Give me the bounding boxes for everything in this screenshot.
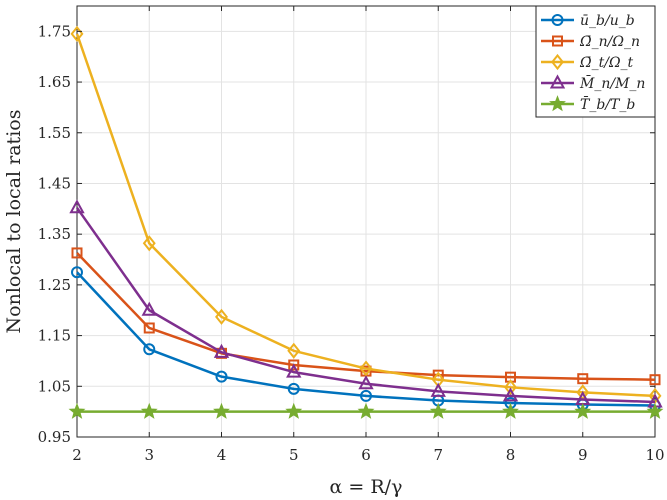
- legend-marker: [549, 74, 566, 89]
- data-point-0-0: [71, 266, 83, 279]
- data-point-3-1: [141, 301, 157, 316]
- y-tick-label: 1.25: [38, 276, 71, 294]
- legend-marker: [549, 95, 566, 112]
- y-axis-label: Nonlocal to local ratios: [3, 110, 25, 334]
- legend-label: T̄_b/T_b: [580, 95, 635, 113]
- series-line-1: [76, 252, 656, 381]
- data-point-3-6: [502, 387, 519, 402]
- data-point-2-1: [142, 235, 156, 252]
- data-point-4-7: [574, 402, 592, 419]
- data-point-3-0: [69, 199, 85, 214]
- x-tick-label: 9: [578, 446, 588, 464]
- series-line-0: [76, 271, 656, 407]
- data-point-1-7: [577, 373, 589, 385]
- x-tick-label: 7: [433, 446, 443, 464]
- legend[interactable]: ū_b/u_b Ω̄_n/Ω_n Ω̄_t/Ω_t M̄_n/M_n T̄_b/T_b: [535, 5, 656, 118]
- data-point-1-8: [649, 374, 661, 386]
- y-tick-label: 1.35: [38, 225, 71, 243]
- data-point-3-3: [286, 363, 302, 378]
- legend-marker: [551, 53, 564, 71]
- series-4: [68, 402, 664, 419]
- y-tick-label: 0.95: [38, 428, 71, 446]
- data-point-0-4: [360, 389, 372, 402]
- legend-item-4[interactable]: T̄_b/T_b: [541, 95, 635, 113]
- data-point-0-2: [215, 370, 228, 383]
- legend-item-0[interactable]: ū_b/u_b: [541, 13, 635, 29]
- legend-label: ū_b/u_b: [580, 13, 635, 29]
- data-point-4-1: [140, 402, 158, 419]
- data-point-4-0: [68, 402, 86, 419]
- legend-item-2[interactable]: Ω̄_t/Ω_t: [541, 53, 634, 71]
- legend-item-3[interactable]: M̄_n/M_n: [541, 74, 645, 92]
- data-point-0-3: [287, 382, 300, 395]
- series-group: [68, 25, 664, 419]
- data-point-2-2: [215, 308, 228, 325]
- x-tick-label: 2: [72, 446, 82, 464]
- data-point-2-8: [648, 387, 662, 405]
- data-point-4-2: [213, 402, 230, 419]
- data-point-3-5: [430, 382, 446, 397]
- x-tick-label: 8: [506, 446, 516, 464]
- data-point-3-2: [213, 343, 230, 358]
- data-point-4-4: [357, 402, 375, 419]
- y-tick-label: 1.65: [38, 73, 71, 91]
- series-line-3: [75, 207, 656, 404]
- legend-label: Ω̄_n/Ω_n: [579, 34, 640, 50]
- legend-marker: [552, 35, 563, 47]
- x-tick-label: 3: [144, 446, 154, 464]
- data-point-1-1: [143, 322, 155, 334]
- data-point-4-5: [429, 402, 447, 419]
- x-axis-ticks: 2 3 4 5 6 7 8 9 10: [72, 6, 665, 464]
- legend-item-1[interactable]: Ω̄_n/Ω_n: [541, 34, 640, 50]
- x-tick-label: 5: [289, 446, 299, 464]
- y-tick-label: 1.55: [38, 124, 71, 142]
- data-point-4-8: [646, 402, 664, 419]
- x-tick-label: 4: [217, 446, 227, 464]
- data-point-4-6: [502, 402, 519, 419]
- series-line-2: [75, 33, 656, 398]
- y-tick-label: 1.75: [38, 22, 71, 40]
- data-point-1-3: [288, 359, 300, 371]
- y-tick-label: 1.15: [38, 327, 71, 345]
- data-point-2-3: [287, 342, 301, 359]
- series-2: [70, 25, 662, 405]
- x-tick-label: 10: [645, 446, 664, 464]
- legend-label: M̄_n/M_n: [579, 74, 645, 92]
- y-axis-ticks: 0.95 1.05 1.15 1.25 1.35 1.45 1.55 1.65 1.75: [38, 22, 655, 446]
- data-point-1-0: [71, 247, 83, 259]
- x-tick-label: 6: [361, 446, 371, 464]
- data-point-3-4: [358, 375, 374, 390]
- legend-marker: [551, 14, 564, 26]
- data-point-4-3: [285, 402, 303, 419]
- x-axis-label: α = R/γ: [330, 476, 403, 498]
- data-point-0-1: [143, 343, 156, 356]
- legend-label: Ω̄_t/Ω_t: [579, 55, 634, 71]
- y-tick-label: 1.05: [38, 377, 71, 395]
- data-point-2-6: [504, 379, 517, 396]
- data-point-2-4: [359, 360, 373, 377]
- y-tick-label: 1.45: [38, 174, 71, 192]
